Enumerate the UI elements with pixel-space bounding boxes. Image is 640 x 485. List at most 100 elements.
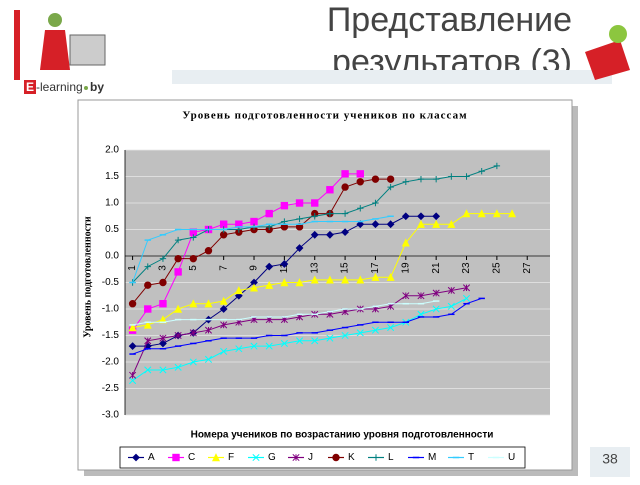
logo-figure-head [48,13,62,27]
marker [402,178,410,185]
marker [478,168,485,175]
marker [295,278,304,287]
logo-by: by [90,80,104,94]
marker [129,376,137,385]
marker [143,320,152,329]
marker [326,186,334,194]
marker [341,331,349,340]
marker [387,183,394,191]
marker [416,219,425,228]
y-tick-label: -2.0 [102,357,120,368]
marker [280,260,289,268]
page-number: 38 [602,451,618,467]
marker [447,302,455,310]
marker [189,299,198,308]
logo-dot [84,86,88,90]
marker [447,286,455,295]
marker [357,205,364,212]
marker [325,275,334,284]
marker [371,272,380,281]
marker [250,283,259,292]
marker [356,170,364,178]
y-tick-label: 1.5 [105,171,119,182]
legend-label: L [388,452,394,463]
legend-label: T [468,452,474,463]
series-line [132,173,361,331]
x-tick-label: 23 [461,262,472,274]
marker [371,326,379,334]
legend-label: F [228,452,234,463]
x-tick-label: 25 [492,262,503,274]
legend-label: U [508,452,515,463]
y-tick-label: -1.0 [102,304,120,315]
marker [174,363,182,371]
decor-book [585,40,630,80]
marker [174,268,182,276]
marker [144,263,151,270]
marker [372,199,379,207]
marker [295,199,304,207]
marker [341,183,349,191]
marker [128,342,137,351]
marker [356,220,365,229]
decor-circle [609,25,627,43]
logo-bar [14,10,20,80]
x-tick-label: 15 [340,262,351,274]
marker [159,300,167,308]
marker [280,201,289,210]
x-tick-label: 19 [400,262,411,274]
y-tick-label: 0.0 [105,251,119,262]
x-tick-label: 3 [158,265,169,271]
marker [144,366,152,374]
marker [417,175,425,183]
marker [189,358,197,366]
marker [462,209,471,218]
marker [401,212,410,221]
marker [492,209,501,218]
logo-e: E [26,80,34,94]
page-number-box [590,447,630,477]
marker [371,175,380,183]
marker [311,337,319,345]
x-tick-label: 9 [249,265,260,271]
marker [220,321,228,329]
marker [448,173,455,180]
marker [296,215,303,223]
marker [462,294,471,302]
marker [204,326,213,334]
marker [386,175,395,183]
marker [432,175,440,183]
marker [310,230,319,239]
y-axis-label: Уровень подготовленности [82,216,93,338]
legend-label: C [188,452,195,463]
marker [129,371,137,379]
marker [174,254,182,263]
marker [280,278,289,287]
x-tick-label: 27 [522,262,533,274]
legend-label: J [308,452,313,463]
marker [341,228,349,237]
marker [386,272,395,281]
marker [417,292,425,300]
marker [265,209,273,218]
title-underline [172,70,612,84]
marker [432,212,441,221]
marker [265,342,273,350]
marker [356,329,364,337]
x-tick-label: 7 [218,265,229,271]
marker [508,209,517,218]
logo-learning: -learning [36,80,83,94]
marker [356,275,365,284]
legend [119,446,526,469]
marker [250,342,258,350]
legend-marker [132,453,140,462]
marker [447,219,456,228]
legend-marker [372,454,380,461]
legend-label: G [268,452,276,463]
marker [432,289,440,297]
marker [174,331,182,340]
marker [493,162,501,170]
marker [417,212,425,221]
y-tick-label: -0.5 [102,277,120,288]
